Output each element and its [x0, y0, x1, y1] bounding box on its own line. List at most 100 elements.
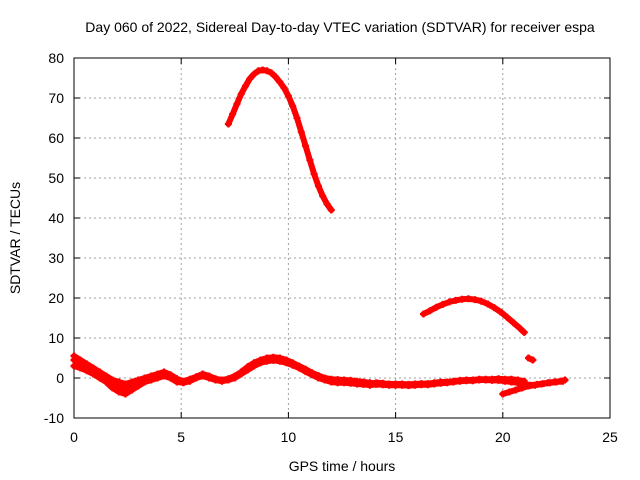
y-tick-label: 10	[48, 330, 64, 346]
data-point	[96, 368, 104, 376]
data-point	[109, 376, 117, 384]
data-point	[310, 170, 318, 178]
data-point	[432, 303, 440, 311]
data-point	[121, 380, 129, 388]
data-point	[128, 378, 136, 386]
data-point	[96, 374, 104, 382]
data-point	[359, 380, 367, 388]
data-point	[297, 128, 305, 136]
data-point	[518, 384, 526, 392]
data-point	[443, 379, 451, 387]
data-point	[70, 362, 78, 370]
x-tick-label: 20	[495, 429, 511, 445]
data-point	[302, 368, 310, 376]
y-tick-label: 50	[48, 170, 64, 186]
data-point	[458, 295, 466, 303]
axis-ticks: 0 5 10 15 20 25 -10 0 10 20 30 40 50 60 70 80	[44, 50, 618, 445]
data-point	[379, 381, 387, 389]
data-point	[269, 356, 277, 364]
data-point	[495, 376, 503, 384]
y-axis-label: SDTVAR / TECUs	[7, 182, 23, 294]
x-tick-label: 15	[388, 429, 404, 445]
data-point	[392, 381, 400, 389]
data-point	[109, 384, 117, 392]
data-point	[411, 381, 419, 389]
data-point	[289, 102, 297, 110]
data-point	[482, 376, 490, 384]
grid	[74, 58, 610, 418]
data-point	[244, 366, 252, 374]
data-point	[237, 90, 245, 98]
plot-frame	[73, 57, 611, 419]
data-point	[456, 377, 464, 385]
data-point	[160, 372, 168, 380]
data-point	[347, 379, 355, 387]
data-point	[464, 295, 472, 303]
x-tick-label: 10	[281, 429, 297, 445]
data-point	[128, 386, 136, 394]
data-point	[327, 378, 335, 386]
data-point	[497, 308, 505, 316]
data-point	[501, 377, 509, 385]
data-point	[173, 378, 181, 386]
data-point	[282, 359, 290, 367]
data-point	[179, 379, 187, 387]
data-point	[186, 377, 194, 385]
data-point	[462, 377, 470, 385]
data-point	[477, 297, 485, 305]
data-point	[293, 114, 301, 122]
data-point	[134, 382, 142, 390]
data-point	[475, 376, 483, 384]
y-tick-label: 40	[48, 210, 64, 226]
data-point	[398, 381, 406, 389]
data-point	[512, 386, 520, 394]
data-point	[323, 200, 331, 208]
data-point	[242, 82, 250, 90]
data-point	[510, 319, 518, 327]
data-point	[488, 376, 496, 384]
data-point	[430, 380, 438, 388]
data-point	[308, 371, 316, 379]
data-point	[272, 73, 280, 81]
data-point	[417, 381, 425, 389]
data-point	[561, 376, 569, 384]
data-point	[525, 354, 533, 362]
data-point	[102, 378, 110, 386]
data-point	[263, 357, 271, 365]
data-point	[231, 374, 239, 382]
data-point	[437, 379, 445, 387]
data-point	[550, 378, 558, 386]
y-tick-label: -10	[44, 410, 64, 426]
data-point	[505, 388, 513, 396]
data-point	[503, 313, 511, 321]
data-point	[516, 324, 524, 332]
data-point	[319, 192, 327, 200]
x-axis-label: GPS time / hours	[289, 458, 396, 474]
data-point	[449, 378, 457, 386]
data-point	[306, 156, 314, 164]
data-point	[490, 304, 498, 312]
data-point	[121, 390, 129, 398]
data-point	[366, 381, 374, 389]
data-point	[263, 67, 271, 75]
data-point	[205, 374, 213, 382]
data-point	[224, 120, 232, 128]
data-point	[469, 377, 477, 385]
y-tick-label: 70	[48, 90, 64, 106]
data-point	[302, 142, 310, 150]
data-point	[295, 364, 303, 372]
data-point	[212, 376, 220, 384]
data-point	[353, 380, 361, 388]
y-tick-label: 80	[48, 50, 64, 66]
y-tick-label: 20	[48, 290, 64, 306]
data-point	[404, 382, 412, 390]
data-point	[229, 110, 237, 118]
data-point	[499, 390, 507, 398]
series-line-arc-6	[420, 295, 528, 336]
x-tick-label: 0	[70, 429, 78, 445]
data-point	[276, 357, 284, 365]
data-point	[89, 370, 97, 378]
data-point	[250, 362, 258, 370]
data-point	[250, 70, 258, 78]
